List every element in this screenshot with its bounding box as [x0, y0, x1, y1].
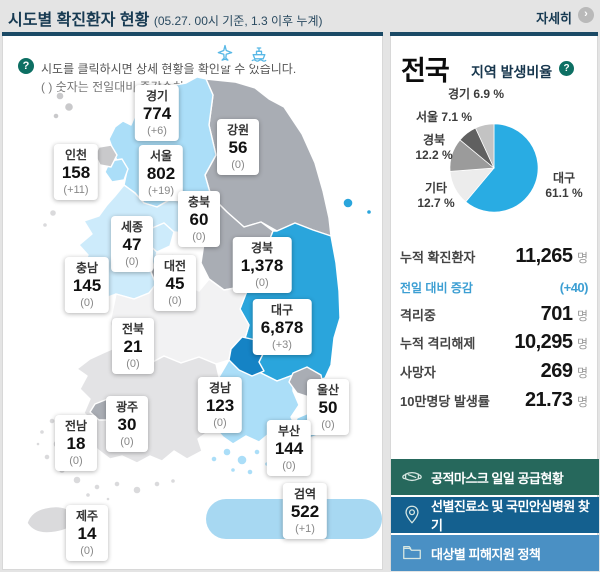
- panel-top-accent: [390, 32, 598, 36]
- island-speck: [132, 485, 142, 495]
- island-speck: [72, 475, 82, 485]
- map-region-label-jeonnam[interactable]: 전남 18 (0): [55, 415, 97, 471]
- island-speck: [48, 208, 58, 218]
- pie-slice-0: [465, 123, 539, 213]
- map-panel: ? 시도를 클릭하시면 상세 현황을 확인할 수 있습니다. ( ) 숫자는 전…: [2, 32, 383, 570]
- pie-label-seoul: 서울 7.1 %: [416, 110, 473, 124]
- island-speck: [84, 491, 92, 499]
- island-speck: [253, 448, 261, 456]
- island-speck: [113, 480, 121, 488]
- page-subtitle: (05.27. 00시 기준, 1.3 이후 누계): [153, 14, 323, 28]
- island-speck: [35, 441, 41, 447]
- pie-label-etc: 기타 12.7 %: [417, 181, 455, 210]
- more-link[interactable]: 자세히: [536, 11, 572, 26]
- map-region-label-gyeongnam[interactable]: 경남 123 (0): [197, 377, 243, 433]
- clinic-finder-button[interactable]: 선별진료소 및 국민안심병원 찾기: [391, 497, 599, 533]
- map-region-label-ulsan[interactable]: 울산 50 (0): [307, 379, 349, 435]
- map-region-label-gyeonggi[interactable]: 경기 774 (+6): [134, 85, 180, 141]
- help-icon[interactable]: ?: [18, 58, 34, 74]
- pin-icon: [405, 505, 419, 524]
- island-ulleungdo: [342, 197, 354, 209]
- pie-slice-4: [474, 123, 495, 169]
- island-speck: [38, 428, 46, 436]
- island-speck: [63, 101, 75, 113]
- airplane-icon: [212, 40, 238, 66]
- mask-supply-button[interactable]: 공적마스크 일일 공급현황: [391, 459, 599, 495]
- island-speck: [52, 112, 60, 120]
- island-speck: [41, 221, 49, 229]
- support-policy-button[interactable]: 대상별 피해지원 정책: [391, 535, 599, 571]
- island-speck: [236, 454, 248, 466]
- national-panel: 전국 지역 발생비율 ? 대구 61.1 % 기타 12.7 % 경북 12.2…: [390, 32, 599, 571]
- island-speck: [246, 468, 254, 476]
- island-speck: [105, 496, 111, 502]
- island-speck: [229, 466, 237, 474]
- help-text-1: 시도를 클릭하시면 상세 현황을 확인할 수 있습니다.: [41, 62, 297, 76]
- pie-label-gyeonggi: 경기 6.9 %: [448, 87, 505, 101]
- map-region-label-incheon[interactable]: 인천 158 (+11): [53, 144, 99, 200]
- national-title: 전국: [401, 56, 450, 86]
- help-icon[interactable]: ?: [559, 61, 574, 76]
- stat-row-deaths: 사망자 269 명: [400, 360, 588, 382]
- stat-row-confirmed: 누적 확진환자 11,265 명: [400, 245, 588, 267]
- pie-label-gyeongbuk: 경북 12.2 %: [415, 133, 453, 162]
- map-region-label-chungnam[interactable]: 충남 145 (0): [64, 257, 110, 313]
- map-region-label-jeonbuk[interactable]: 전북 21 (0): [112, 318, 154, 374]
- stat-row-daily-change: 전일 대비 증감 (+40): [400, 280, 589, 295]
- island-speck: [55, 91, 65, 101]
- island-speck: [222, 447, 232, 457]
- map-region-label-gyeongbuk[interactable]: 경북 1,378 (0): [232, 237, 292, 293]
- map-region-label-jeju[interactable]: 제주 14 (0): [66, 505, 108, 561]
- page-title-text: 시도별 확진환자 현황: [8, 12, 150, 29]
- island-speck: [169, 477, 177, 485]
- map-region-label-daegu[interactable]: 대구 6,878 (+3): [252, 299, 312, 355]
- pie-label-daegu: 대구 61.1 %: [545, 171, 583, 200]
- island-speck: [93, 483, 101, 491]
- stat-row-incidence: 10만명당 발생률 21.73 명: [400, 389, 588, 411]
- map-region-label-busan[interactable]: 부산 144 (0): [266, 420, 312, 476]
- map-region-label-daejeon[interactable]: 대전 45 (0): [154, 255, 196, 311]
- map-region-label-chungbuk[interactable]: 충북 60 (0): [178, 191, 220, 247]
- folder-icon: [403, 545, 421, 560]
- map-region-label-gangwon[interactable]: 강원 56 (0): [217, 119, 259, 175]
- island-speck: [43, 453, 51, 461]
- stat-row-released: 누적 격리해제 10,295 명: [400, 331, 588, 353]
- chevron-right-icon[interactable]: ›: [578, 7, 594, 23]
- map-region-label-sejong[interactable]: 세종 47 (0): [111, 216, 153, 272]
- island-dokdo: [365, 208, 373, 216]
- panel-top-accent: [2, 32, 383, 36]
- island-speck: [153, 480, 161, 488]
- ship-icon: [246, 40, 272, 66]
- island-speck: [210, 455, 218, 463]
- page-header: 시도별 확진환자 현황 (05.27. 00시 기준, 1.3 이후 누계) 자…: [0, 0, 600, 30]
- map-region-label-seoul[interactable]: 서울 802 (+19): [138, 145, 184, 201]
- stat-row-isolated: 격리중 701 명: [400, 303, 588, 325]
- pie-chart-title: 지역 발생비율: [471, 64, 553, 80]
- page-title: 시도별 확진환자 현황 (05.27. 00시 기준, 1.3 이후 누계): [8, 6, 323, 30]
- map-region-label-gwangju[interactable]: 광주 30 (0): [106, 396, 148, 452]
- region-ratio-pie-chart: [449, 123, 539, 213]
- mask-icon: [402, 472, 422, 482]
- map-region-label-quarantine[interactable]: 검역 522 (+1): [282, 483, 328, 539]
